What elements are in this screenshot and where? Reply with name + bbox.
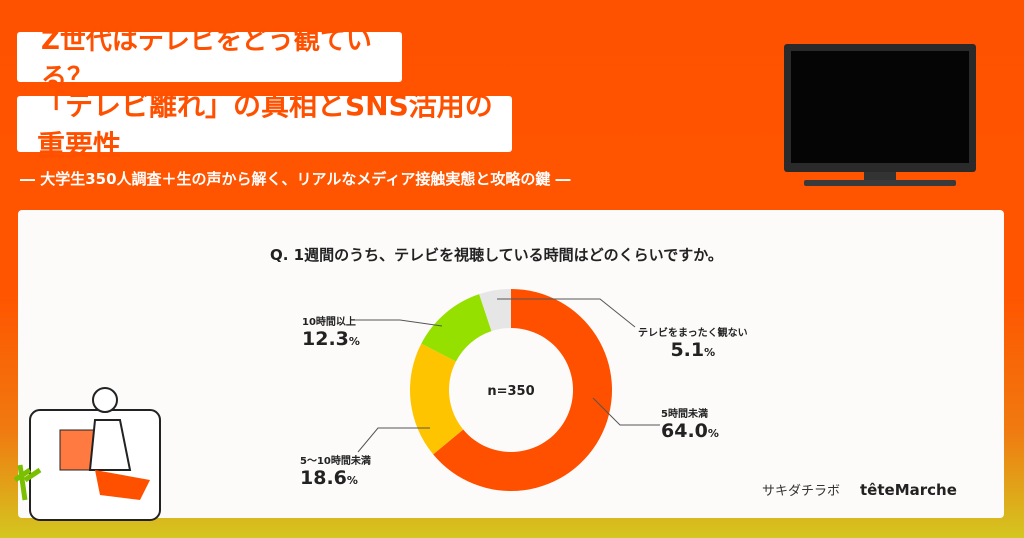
tv-illustration [784, 44, 976, 186]
category-label: テレビをまったく観ない [638, 328, 748, 339]
title-text-1: Z世代はテレビをどう観ている？ [41, 26, 372, 93]
unit: % [346, 474, 358, 487]
leader-line-2 [350, 319, 443, 327]
label-1: 5〜10時間未満 18.6% [300, 452, 371, 489]
person-on-sofa-illustration [13, 387, 161, 521]
category-label: 5時間未満 [661, 409, 708, 420]
unit: % [348, 335, 360, 348]
donut-slice-0 [433, 289, 613, 491]
category-label: 10時間以上 [302, 317, 356, 328]
category-label: 5〜10時間未満 [300, 456, 371, 467]
value-label: 64.0 [661, 420, 708, 442]
subtitle: ― 大学生350人調査＋生の声から解く、リアルなメディア接触実態と攻略の鍵 ― [20, 170, 571, 188]
unit: % [704, 346, 716, 359]
logo-sakidachi-lab: サキダチラボ [762, 484, 841, 499]
leader-line-1 [357, 427, 430, 453]
donut-slice-2 [421, 294, 492, 362]
chart-title: Q. 1週間のうち、テレビを視聴している時間はどのくらいですか。 [270, 246, 723, 264]
title-line-1: Z世代はテレビをどう観ている？ [17, 26, 402, 93]
label-0: 5時間未満 64.0% [661, 405, 719, 442]
center-label: n=350 [487, 384, 534, 399]
label-2: 10時間以上 12.3% [302, 313, 360, 350]
leader-line-0 [592, 397, 660, 426]
logos: サキダチラボ têteMarche [762, 480, 957, 500]
logo-tetemarche: têteMarche [860, 480, 957, 499]
title-line-2: 「テレビ離れ」の真相とSNS活用の重要性 [17, 89, 512, 162]
unit: % [707, 427, 719, 440]
title-text-2: 「テレビ離れ」の真相とSNS活用の重要性 [37, 89, 493, 162]
label-3: テレビをまったく観ない 5.1% [638, 324, 748, 361]
donut-slice-1 [410, 343, 464, 455]
leader-line-3 [497, 298, 636, 328]
value-label: 12.3 [302, 328, 349, 350]
value-label: 18.6 [300, 467, 347, 489]
donut-slice-3 [479, 289, 511, 332]
value-label: 5.1 [670, 339, 705, 361]
